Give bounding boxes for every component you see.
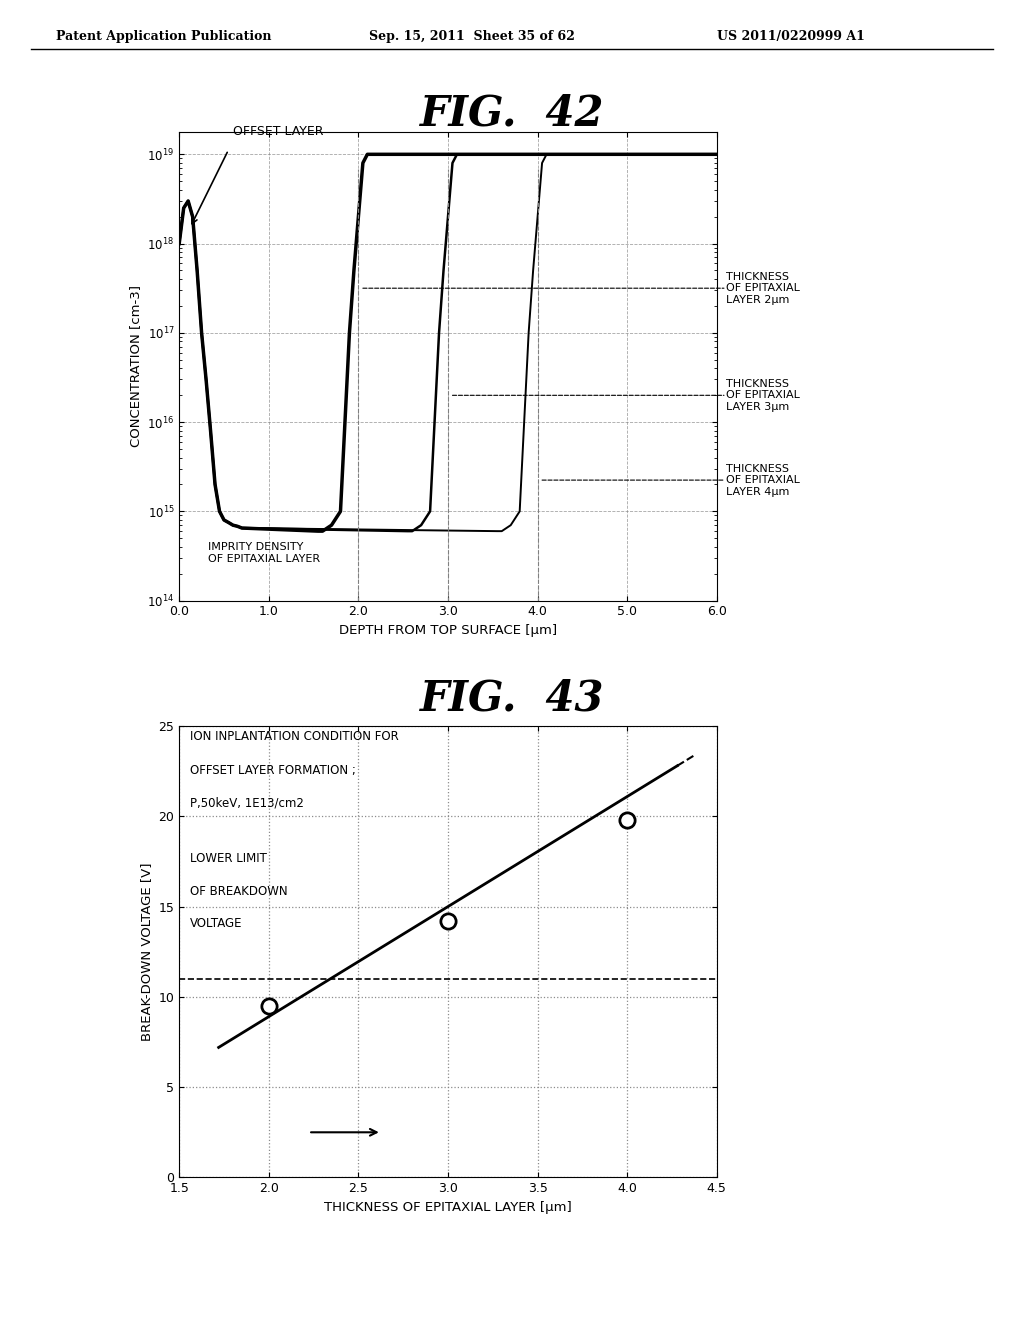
Text: FIG.  43: FIG. 43: [420, 677, 604, 719]
Text: Sep. 15, 2011  Sheet 35 of 62: Sep. 15, 2011 Sheet 35 of 62: [369, 30, 574, 44]
Y-axis label: CONCENTRATION [cm-3]: CONCENTRATION [cm-3]: [129, 285, 141, 447]
Text: VOLTAGE: VOLTAGE: [190, 917, 243, 931]
Text: IMPRITY DENSITY
OF EPITAXIAL LAYER: IMPRITY DENSITY OF EPITAXIAL LAYER: [208, 543, 319, 564]
X-axis label: THICKNESS OF EPITAXIAL LAYER [μm]: THICKNESS OF EPITAXIAL LAYER [μm]: [325, 1201, 571, 1214]
X-axis label: DEPTH FROM TOP SURFACE [μm]: DEPTH FROM TOP SURFACE [μm]: [339, 624, 557, 638]
Text: US 2011/0220999 A1: US 2011/0220999 A1: [717, 30, 864, 44]
Text: Patent Application Publication: Patent Application Publication: [56, 30, 271, 44]
Text: P,50keV, 1E13/cm2: P,50keV, 1E13/cm2: [190, 796, 304, 809]
Text: OFFSET LAYER: OFFSET LAYER: [232, 125, 324, 139]
Text: FIG.  42: FIG. 42: [420, 92, 604, 135]
Text: ION INPLANTATION CONDITION FOR: ION INPLANTATION CONDITION FOR: [190, 730, 398, 743]
Text: OFFSET LAYER FORMATION ;: OFFSET LAYER FORMATION ;: [190, 764, 355, 777]
Text: OF BREAKDOWN: OF BREAKDOWN: [190, 884, 288, 898]
Text: THICKNESS
OF EPITAXIAL
LAYER 3μm: THICKNESS OF EPITAXIAL LAYER 3μm: [726, 379, 800, 412]
Text: THICKNESS
OF EPITAXIAL
LAYER 4μm: THICKNESS OF EPITAXIAL LAYER 4μm: [726, 463, 800, 496]
Text: THICKNESS
OF EPITAXIAL
LAYER 2μm: THICKNESS OF EPITAXIAL LAYER 2μm: [726, 272, 800, 305]
Y-axis label: BREAK-DOWN VOLTAGE [V]: BREAK-DOWN VOLTAGE [V]: [140, 862, 153, 1041]
Text: LOWER LIMIT: LOWER LIMIT: [190, 853, 267, 866]
